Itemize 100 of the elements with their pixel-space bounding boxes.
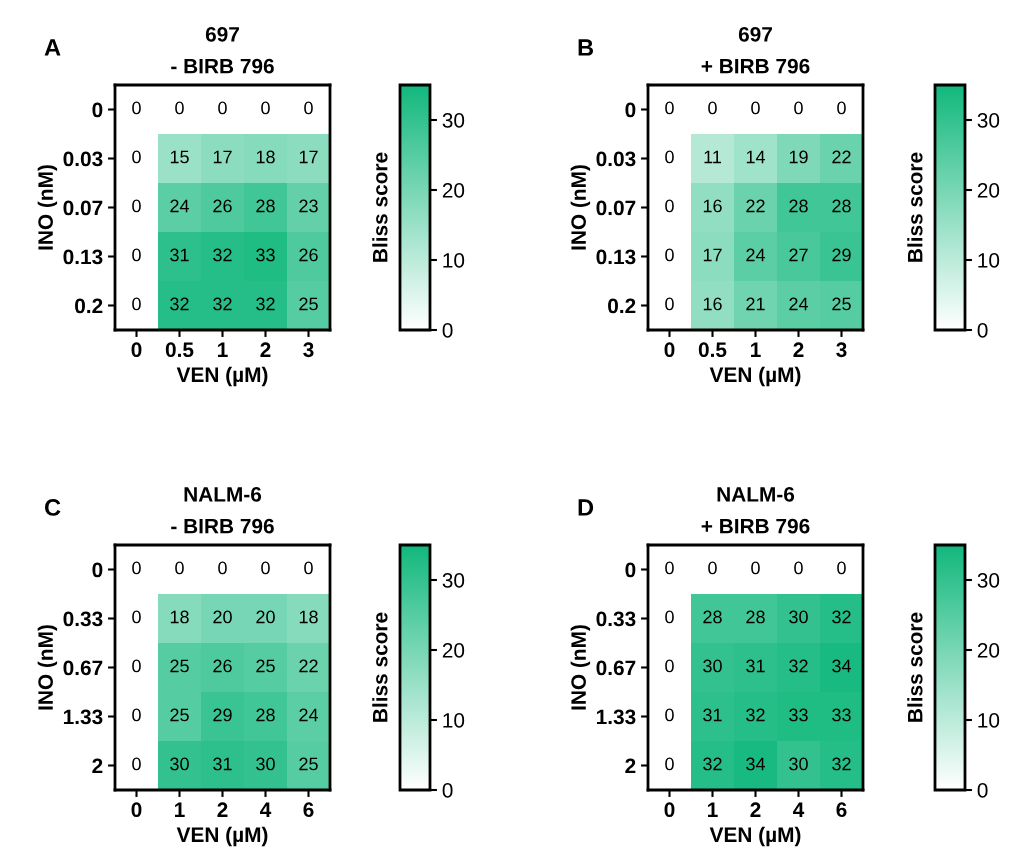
data-label: 0 [665,610,674,624]
x-tick-label: 0 [131,802,142,818]
y-tick-label: 2 [92,758,103,774]
y-tick-label: 1.33 [596,709,636,725]
color-bar-title: Bliss score [372,612,388,722]
color-bar-label: 0 [977,783,988,798]
data-label: 22 [299,659,318,673]
data-label: 23 [299,199,318,213]
x-tick-label: 0.5 [698,342,727,358]
data-label: 31 [746,659,765,673]
data-label: 19 [789,150,808,164]
data-label: 0 [665,297,674,311]
color-bar-label: 20 [442,643,465,658]
x-tick-label: 6 [303,802,314,818]
data-label: 25 [299,757,318,771]
data-label: 31 [703,708,722,722]
data-label: 0 [665,708,674,722]
data-label: 24 [746,248,766,262]
y-axis-title: INO (nM) [37,625,58,710]
color-bar-label: 20 [977,643,1000,658]
data-label: 0 [794,101,803,115]
text: A [44,39,61,56]
data-label: 28 [789,199,808,213]
data-label: 28 [832,199,851,213]
x-tick-label: 3 [303,342,314,358]
data-label: 0 [132,757,141,771]
x-tick-label: 0 [664,342,675,358]
x-tick-label: 4 [793,802,805,817]
data-label: 0 [132,101,141,115]
data-label: 0 [708,101,717,115]
color-bar-label: 0 [977,323,988,338]
y-tick-label: 0 [92,102,103,118]
data-label: 16 [703,297,722,311]
data-label: 27 [789,248,808,262]
data-label: 0 [218,101,227,115]
data-label: 18 [299,610,318,624]
data-label: 0 [665,757,674,771]
data-label: 0 [751,561,760,575]
color-bar-label: 30 [442,573,465,588]
data-label: 33 [832,708,851,722]
data-label: 0 [132,659,141,673]
data-label: 28 [256,708,275,722]
data-label: 22 [832,150,851,164]
x-tick-label: 1 [708,802,718,817]
data-label: 29 [213,708,232,722]
chart-subtitle: + BIRB 796 [701,518,810,534]
data-label: 0 [132,297,141,311]
data-label: 32 [746,708,765,722]
data-label: 17 [703,248,722,262]
y-tick-label: 0.07 [63,200,103,216]
x-tick-label: 2 [260,342,271,357]
color-bar-label: 20 [977,183,1000,198]
data-label: 32 [832,610,851,624]
x-tick-label: 2 [750,802,761,817]
data-label: 17 [299,150,318,164]
x-tick-label: 0 [664,802,675,818]
chart-subtitle: - BIRB 796 [171,58,274,74]
data-label: 32 [832,757,851,771]
x-axis-title: VEN (µM) [176,826,268,847]
data-label: 0 [132,561,141,575]
data-label: 26 [299,248,318,262]
data-label: 25 [170,708,189,722]
x-tick-label: 0 [131,342,142,358]
chart-subtitle: + BIRB 796 [701,58,810,74]
x-tick-label: 3 [836,342,847,358]
data-label: 0 [837,561,846,575]
data-label: 0 [665,199,674,213]
data-label: 28 [746,610,765,624]
data-label: 24 [170,199,190,213]
y-tick-label: 0.13 [596,249,636,265]
data-label: 0 [304,561,313,575]
y-tick-label: 0.33 [596,611,636,627]
x-tick-label: 1 [175,802,185,817]
data-label: 32 [789,659,808,673]
y-axis-title: INO (nM) [37,165,58,250]
y-tick-label: 0.03 [596,151,636,167]
data-label: 0 [665,101,674,115]
y-tick-label: 0 [625,102,636,118]
data-label: 0 [708,561,717,575]
data-label: 32 [703,757,722,771]
data-label: 0 [132,199,141,213]
x-axis-title: VEN (µM) [176,366,268,387]
text: B [578,39,594,56]
data-label: 0 [751,101,760,115]
data-label: 28 [703,610,722,624]
data-label: 24 [299,708,319,722]
data-label: 14 [746,150,766,164]
data-label: 0 [175,101,184,115]
x-tick-label: 1 [218,342,228,357]
data-label: 0 [132,248,141,262]
x-tick-label: 4 [260,802,272,817]
data-label: 0 [132,150,141,164]
data-label: 0 [665,248,674,262]
color-bar-title: Bliss score [372,152,388,262]
chart-title: NALM-6 [184,486,262,502]
y-tick-label: 0.2 [608,298,636,314]
data-label: 32 [170,297,189,311]
color-bar-label: 0 [442,783,453,798]
data-label: 30 [170,757,189,771]
data-label: 32 [213,248,232,262]
